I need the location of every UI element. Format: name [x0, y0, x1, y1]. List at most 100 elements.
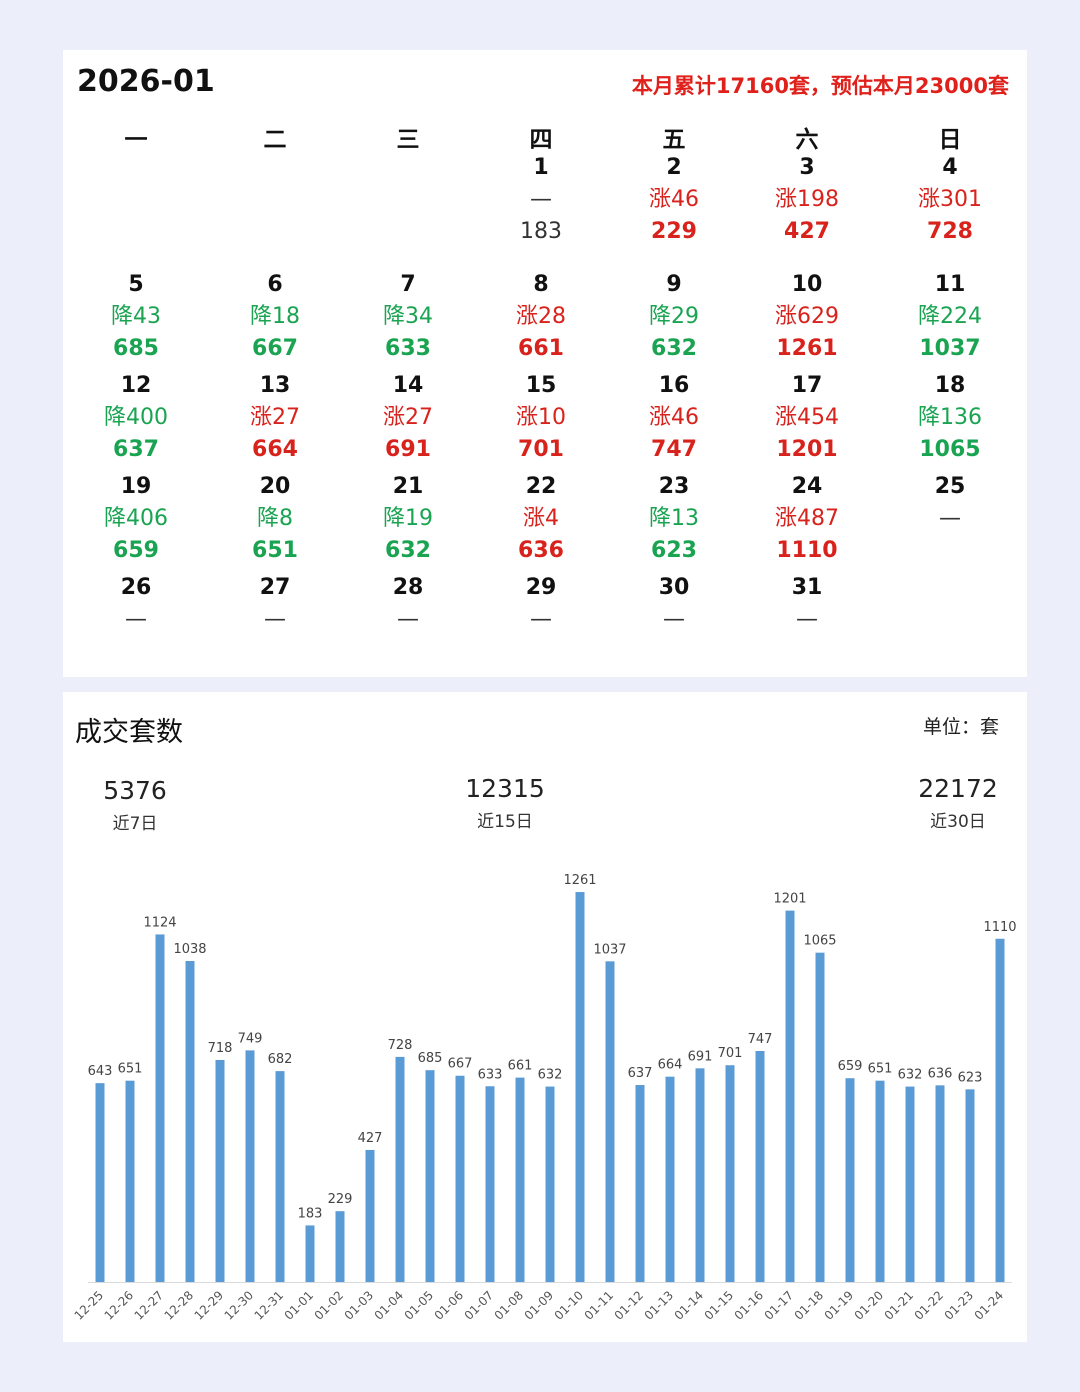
day-value: 1110 [776, 538, 838, 563]
day-value: 691 [385, 437, 431, 462]
bar-01-07 [485, 1086, 495, 1282]
data-label: 427 [358, 1131, 383, 1146]
x-tick-label: 01-20 [852, 1288, 887, 1323]
calendar-day: 16 涨46 747 [614, 370, 734, 466]
weekday-header: 二 [263, 127, 287, 153]
calendar-day: 27 — [215, 572, 335, 636]
data-label: 632 [538, 1068, 563, 1083]
day-number: 24 [791, 474, 823, 499]
day-value: 1201 [776, 437, 838, 462]
day-number: 14 [392, 373, 424, 398]
x-tick-label: 01-10 [552, 1288, 587, 1323]
data-label: 749 [238, 1031, 263, 1046]
day-change: — [530, 187, 552, 212]
bar-01-05 [425, 1070, 435, 1282]
bar-12-25 [95, 1083, 105, 1282]
bar-01-02 [335, 1211, 345, 1282]
calendar-day: 31 — [747, 572, 867, 636]
x-tick-label: 01-18 [792, 1288, 827, 1323]
day-number: 4 [942, 155, 958, 180]
x-tick-label: 12-29 [192, 1288, 227, 1323]
calendar-day: 14 涨27 691 [348, 370, 468, 466]
data-label: 1261 [563, 873, 596, 888]
day-change: 涨629 [775, 304, 839, 329]
x-tick-label: 01-05 [402, 1288, 437, 1323]
day-value: 661 [518, 336, 564, 361]
day-number: 12 [120, 373, 152, 398]
day-number: 21 [392, 474, 424, 499]
calendar-day: 29 — [481, 572, 601, 636]
calendar-summary: 本月累计17160套，预估本月23000套 [631, 74, 1009, 98]
bar-01-11 [605, 961, 615, 1282]
day-number: 8 [533, 272, 549, 297]
data-label: 651 [868, 1062, 893, 1077]
bar-12-29 [215, 1059, 225, 1282]
calendar-day: 17 涨454 1201 [747, 370, 867, 466]
weekday-header: 一 [124, 127, 148, 153]
x-tick-label: 01-08 [492, 1288, 527, 1323]
day-value: 229 [651, 219, 697, 244]
day-change: 降43 [111, 304, 161, 329]
x-tick-label: 01-15 [702, 1288, 737, 1323]
calendar-day: 11 降224 1037 [890, 269, 1010, 365]
x-tick-label: 01-24 [972, 1288, 1007, 1323]
day-change: 涨487 [775, 506, 839, 531]
day-number: 16 [658, 373, 690, 398]
bar-12-28 [185, 961, 195, 1282]
x-tick-label: 01-11 [582, 1288, 617, 1323]
day-change: — [530, 607, 552, 632]
calendar-day: 28 — [348, 572, 468, 636]
bar-01-24 [995, 938, 1005, 1282]
x-tick-label: 12-30 [222, 1288, 257, 1323]
calendar-day: 13 涨27 664 [215, 370, 335, 466]
day-number: 6 [267, 272, 283, 297]
calendar-day: 9 降29 632 [614, 269, 734, 365]
day-change: 涨27 [383, 405, 433, 430]
day-number: 5 [128, 272, 144, 297]
calendar-day: 30 — [614, 572, 734, 636]
chart-panel: 成交套数 单位：套 5376 近7日 12315 近15日 22172 近30日… [63, 692, 1027, 1342]
day-number: 25 [934, 474, 966, 499]
bar-12-26 [125, 1080, 135, 1282]
data-label: 632 [898, 1068, 923, 1083]
bar-12-30 [245, 1050, 255, 1282]
unit-label: 单位：套 [922, 716, 999, 738]
calendar-day: 20 降8 651 [215, 471, 335, 567]
calendar-day: 2 涨46 229 [614, 152, 734, 248]
bar-01-01 [305, 1225, 315, 1282]
day-number: 23 [658, 474, 690, 499]
day-change: 降34 [383, 304, 433, 329]
stat-value: 12315 [465, 774, 545, 803]
day-number: 30 [658, 575, 690, 600]
x-tick-label: 01-09 [522, 1288, 557, 1323]
data-label: 1124 [143, 915, 176, 930]
calendar-day: 7 降34 633 [348, 269, 468, 365]
day-number: 28 [392, 575, 424, 600]
day-value: 183 [520, 219, 562, 244]
day-change: 涨4 [523, 506, 559, 531]
bar-01-12 [635, 1085, 645, 1282]
day-change: — [663, 607, 685, 632]
data-label: 229 [328, 1192, 353, 1207]
calendar-day: 21 降19 632 [348, 471, 468, 567]
x-tick-label: 01-06 [432, 1288, 467, 1323]
day-value: 747 [651, 437, 697, 462]
bar-01-09 [545, 1086, 555, 1282]
bar-12-27 [155, 934, 165, 1282]
day-value: 632 [651, 336, 697, 361]
x-tick-label: 12-27 [132, 1288, 167, 1323]
stat-label: 近30日 [930, 812, 986, 832]
day-number: 31 [791, 575, 823, 600]
data-label: 636 [928, 1066, 953, 1081]
x-tick-label: 01-04 [372, 1288, 407, 1323]
weekday-header: 三 [396, 127, 420, 153]
day-change: 降13 [649, 506, 699, 531]
weekday-header: 日 [938, 127, 962, 153]
day-number: 27 [259, 575, 291, 600]
day-number: 3 [799, 155, 815, 180]
day-change: — [125, 607, 147, 632]
x-tick-label: 01-07 [462, 1288, 497, 1323]
day-value: 701 [518, 437, 564, 462]
x-tick-label: 01-03 [342, 1288, 377, 1323]
day-change: 涨28 [516, 304, 566, 329]
